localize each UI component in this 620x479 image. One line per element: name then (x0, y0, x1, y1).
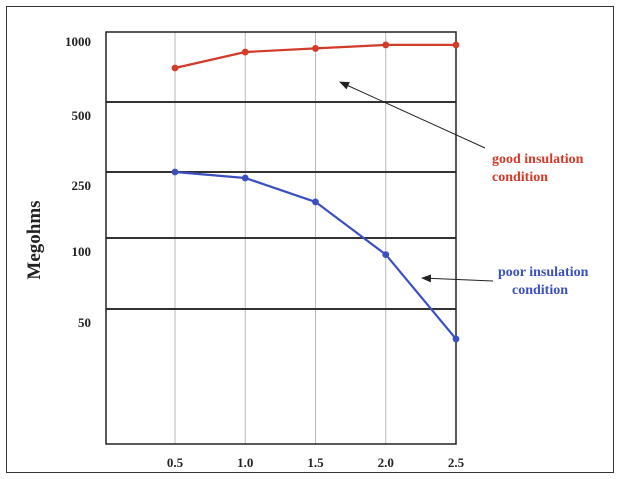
poor-series-point (312, 198, 319, 206)
x-tick-label: 1.5 (307, 455, 324, 470)
y-tick-label: 500 (72, 108, 92, 123)
poor-annotation-arrow (421, 274, 494, 283)
poor-series-point (241, 174, 249, 182)
y-tick-label: 50 (78, 315, 91, 330)
poor-series-point (452, 335, 460, 343)
good-annotation-arrow (339, 81, 486, 149)
good-series-point (382, 41, 390, 49)
outer-frame (6, 6, 614, 473)
good-annotation-line1: good insulation (492, 152, 584, 167)
poor-series-point (171, 168, 179, 176)
y-tick-label: 100 (72, 244, 92, 259)
good-series-point (452, 41, 460, 49)
x-tick-label: 2.0 (378, 455, 394, 470)
y-tick-label: 250 (72, 178, 92, 193)
good-series-point (312, 45, 319, 52)
good-series-point (171, 64, 179, 72)
x-tick-label: 0.5 (167, 455, 184, 470)
y-axis-label: Megohms (24, 200, 45, 279)
y-tick-label: 1000 (65, 34, 91, 49)
good-annotation-line2: condition (492, 170, 548, 185)
good-series-point (241, 48, 249, 56)
x-tick-label: 1.0 (237, 455, 253, 470)
poor-series-point (382, 251, 390, 259)
poor-annotation-line2: condition (512, 283, 568, 298)
x-tick-label: 2.5 (448, 455, 465, 470)
plot-frame (105, 31, 457, 445)
poor-annotation-line1: poor insulation (498, 265, 589, 280)
